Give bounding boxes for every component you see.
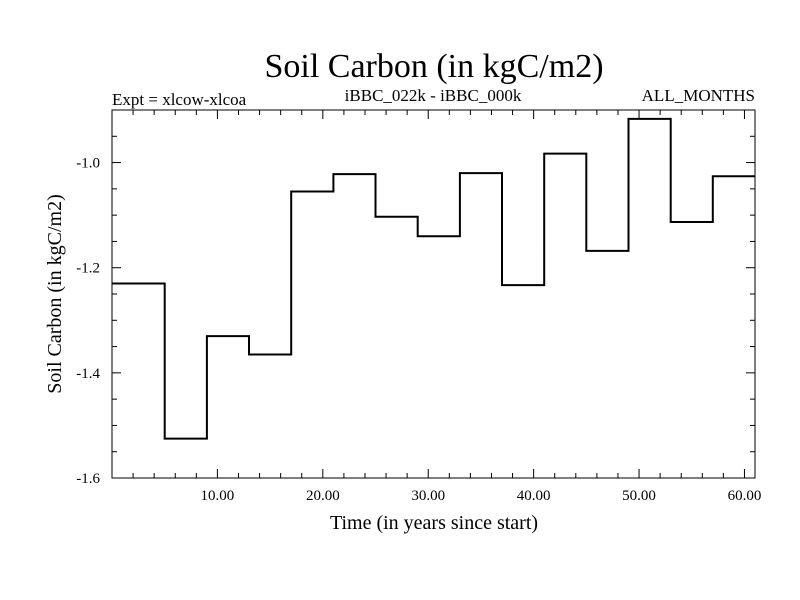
y-tick-label: -1.2 <box>76 261 100 277</box>
y-tick-label: -1.6 <box>76 471 100 487</box>
data-series <box>112 117 755 440</box>
plot-frame <box>111 109 756 479</box>
x-tick-label: 60.00 <box>728 488 762 504</box>
y-tick-label: -1.4 <box>76 366 100 382</box>
x-axis-label: Time (in years since start) <box>330 512 538 534</box>
x-tick-label: 20.00 <box>306 488 340 504</box>
series-step-line <box>112 117 755 440</box>
x-tick-labels: 10.00 20.00 30.00 40.00 50.00 60.00 <box>201 488 762 504</box>
y-tick-label: -1.0 <box>76 156 100 172</box>
experiment-label: Expt = xlcow-xlcoa <box>112 90 247 109</box>
months-label: ALL_MONTHS <box>642 86 755 105</box>
axis-ticks <box>112 110 755 478</box>
chart-title: Soil Carbon (in kgC/m2) <box>264 48 603 85</box>
y-tick-labels: -1.6 -1.4 -1.2 -1.0 <box>76 156 100 487</box>
x-tick-label: 40.00 <box>517 488 551 504</box>
comparison-label: iBBC_022k - iBBC_000k <box>345 86 522 105</box>
x-tick-label: 30.00 <box>411 488 445 504</box>
y-axis-label: Soil Carbon (in kgC/m2) <box>44 194 66 393</box>
x-tick-label: 50.00 <box>622 488 656 504</box>
x-tick-label: 10.00 <box>201 488 235 504</box>
